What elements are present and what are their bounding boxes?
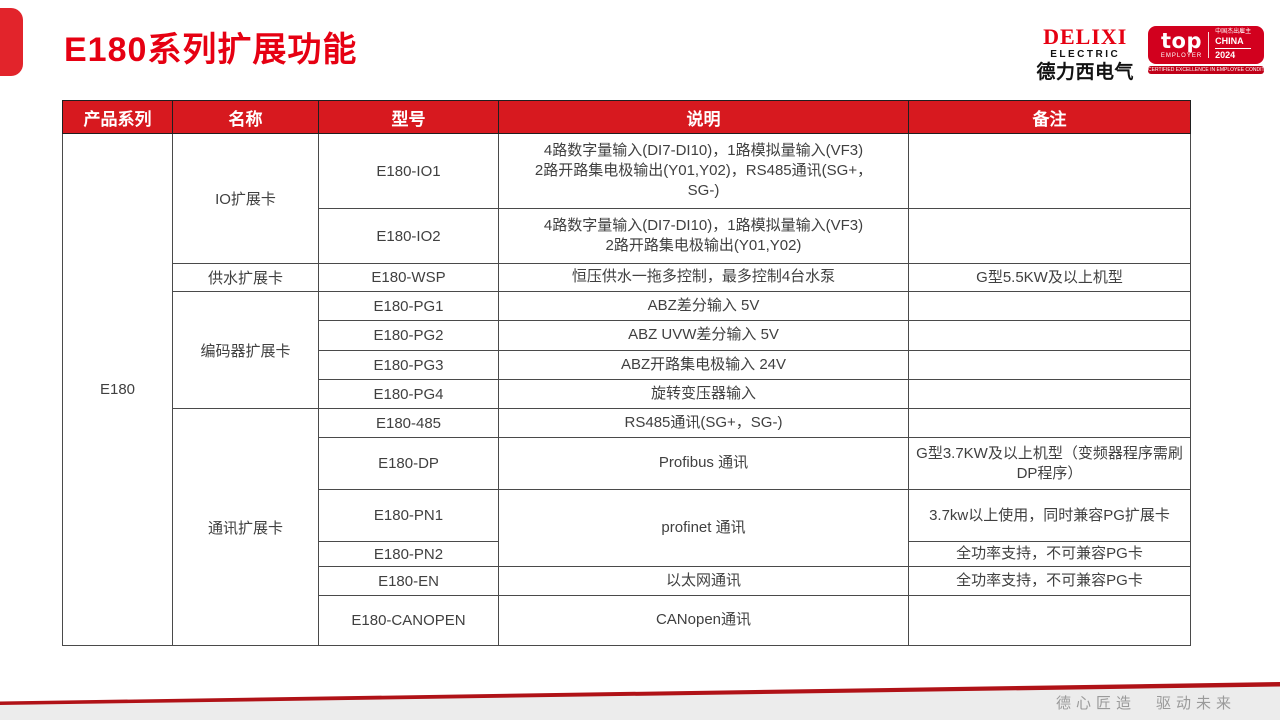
title-accent-bar	[0, 8, 23, 76]
cell-desc: 恒压供水一拖多控制，最多控制4台水泵	[498, 263, 909, 292]
delixi-logo: DELIXI ELECTRIC 德力西电气	[1036, 24, 1134, 83]
table-row: 编码器扩展卡 E180-PG1 ABZ差分输入 5V	[63, 291, 1191, 409]
expansion-spec-table: 产品系列 名称 型号 说明 备注 E180 IO扩展卡 E180-IO1 4路数…	[62, 100, 1191, 646]
table-row: E180-IO2 4路数字量输入(DI7-DI10)，1路模拟量输入(VF3) …	[63, 208, 1191, 264]
cell-model: E180-CANOPEN	[318, 595, 499, 646]
top-wordmark: top	[1160, 29, 1202, 53]
cell-model: E180-PG4	[318, 379, 499, 409]
badge-certified-strip: CERTIFIED EXCELLENCE IN EMPLOYEE CONDITI…	[1148, 66, 1264, 74]
cell-desc: RS485通讯(SG+，SG-)	[498, 408, 909, 438]
cell-model: E180-PG1	[318, 291, 499, 321]
header-product-series: 产品系列	[62, 100, 173, 134]
cell-remark	[908, 408, 1191, 438]
cell-group-encoder: 编码器扩展卡	[172, 291, 319, 409]
cell-group-comm: 通讯扩展卡	[172, 408, 319, 646]
delixi-wordmark: DELIXI	[1043, 24, 1128, 49]
cell-remark: 全功率支持，不可兼容PG卡	[908, 566, 1191, 596]
cell-model: E180-IO2	[318, 208, 499, 264]
cell-remark	[908, 350, 1191, 380]
cell-desc: 4路数字量输入(DI7-DI10)，1路模拟量输入(VF3) 2路开路集电极输出…	[498, 133, 909, 209]
badge-year-label: 2024	[1215, 50, 1236, 61]
cell-model: E180-DP	[318, 437, 499, 490]
footer-slogan: 德心匠造 驱动未来	[1055, 695, 1236, 712]
cell-remark: G型3.7KW及以上机型（变频器程序需刷DP程序）	[908, 437, 1191, 490]
cell-remark	[908, 320, 1191, 351]
cell-desc: CANopen通讯	[498, 595, 909, 646]
cell-desc: ABZ差分输入 5V	[498, 291, 909, 321]
table-row: E180-PG3 ABZ开路集电极输入 24V	[63, 350, 1191, 380]
footer-diagonal-art	[0, 682, 1280, 720]
badge-chinese-label: 中国杰出雇主	[1215, 28, 1252, 35]
cell-model: E180-485	[318, 408, 499, 438]
delixi-chinese-name: 德力西电气	[1036, 62, 1134, 83]
table-row: E180-PN1 profinet 通讯 3.7kw以上使用，同时兼容PG扩展卡	[63, 489, 1191, 567]
cell-desc-profinet: profinet 通讯	[498, 489, 909, 567]
table-row: E180-CANOPEN CANopen通讯	[63, 595, 1191, 646]
cell-model: E180-PG2	[318, 320, 499, 351]
table-row: 通讯扩展卡 E180-485 RS485通讯(SG+，SG-)	[63, 408, 1191, 646]
header-name: 名称	[172, 100, 319, 134]
table-row: 供水扩展卡 E180-WSP 恒压供水一拖多控制，最多控制4台水泵 G型5.5K…	[63, 263, 1191, 292]
cell-remark	[908, 379, 1191, 409]
top-employer-badge-main: top EMPLOYER 中国杰出雇主 CHINA 2024	[1148, 26, 1264, 64]
page-title: E180系列扩展功能	[64, 31, 358, 69]
header-description: 说明	[498, 100, 909, 134]
table-row: E180-PG2 ABZ UVW差分输入 5V	[63, 320, 1191, 351]
cell-remark	[908, 291, 1191, 321]
cell-model: E180-PN2	[318, 541, 499, 567]
table-header-row: 产品系列 名称 型号 说明 备注	[62, 100, 1191, 134]
top-employer-logo: top EMPLOYER	[1160, 29, 1203, 60]
cell-group-water: 供水扩展卡	[172, 263, 319, 292]
table-row: E180-PG4 旋转变压器输入	[63, 379, 1191, 409]
table-row: E180-PN2 全功率支持，不可兼容PG卡	[63, 541, 1191, 567]
cell-remark: G型5.5KW及以上机型	[908, 263, 1191, 292]
cell-model: E180-PG3	[318, 350, 499, 380]
table-row: E180-DP Profibus 通讯 G型3.7KW及以上机型（变频器程序需刷…	[63, 437, 1191, 490]
cell-model: E180-IO1	[318, 133, 499, 209]
cell-desc: ABZ UVW差分输入 5V	[498, 320, 909, 351]
header-remark: 备注	[908, 100, 1191, 134]
table-row: E180 IO扩展卡 E180-IO1 4路数字量输入(DI7-DI10)，1路…	[62, 133, 1191, 646]
cell-product-series: E180	[62, 133, 173, 646]
cell-remark	[908, 133, 1191, 209]
cell-desc: 以太网通讯	[498, 566, 909, 596]
cell-model: E180-EN	[318, 566, 499, 596]
cell-remark	[908, 595, 1191, 646]
badge-right-block: 中国杰出雇主 CHINA 2024	[1215, 28, 1252, 62]
top-employer-badge: top EMPLOYER 中国杰出雇主 CHINA 2024 CERTIFIED…	[1148, 26, 1264, 74]
badge-divider	[1208, 32, 1210, 58]
cell-desc: ABZ开路集电极输入 24V	[498, 350, 909, 380]
delixi-electric-label: ELECTRIC	[1050, 49, 1121, 60]
cell-desc: Profibus 通讯	[498, 437, 909, 490]
cell-model: E180-PN1	[318, 489, 499, 542]
cell-remark: 3.7kw以上使用，同时兼容PG扩展卡	[908, 489, 1191, 542]
badge-country-label: CHINA	[1215, 36, 1252, 50]
cell-remark: 全功率支持，不可兼容PG卡	[908, 541, 1191, 567]
cell-desc: 4路数字量输入(DI7-DI10)，1路模拟量输入(VF3) 2路开路集电极输出…	[498, 208, 909, 264]
header-model: 型号	[318, 100, 499, 134]
cell-desc: 旋转变压器输入	[498, 379, 909, 409]
employer-label: EMPLOYER	[1160, 53, 1203, 59]
cell-group-io: IO扩展卡	[172, 133, 319, 264]
cell-model: E180-WSP	[318, 263, 499, 292]
header-logos: DELIXI ELECTRIC 德力西电气 top EMPLOYER 中国杰出雇…	[1036, 26, 1264, 82]
cell-remark	[908, 208, 1191, 264]
